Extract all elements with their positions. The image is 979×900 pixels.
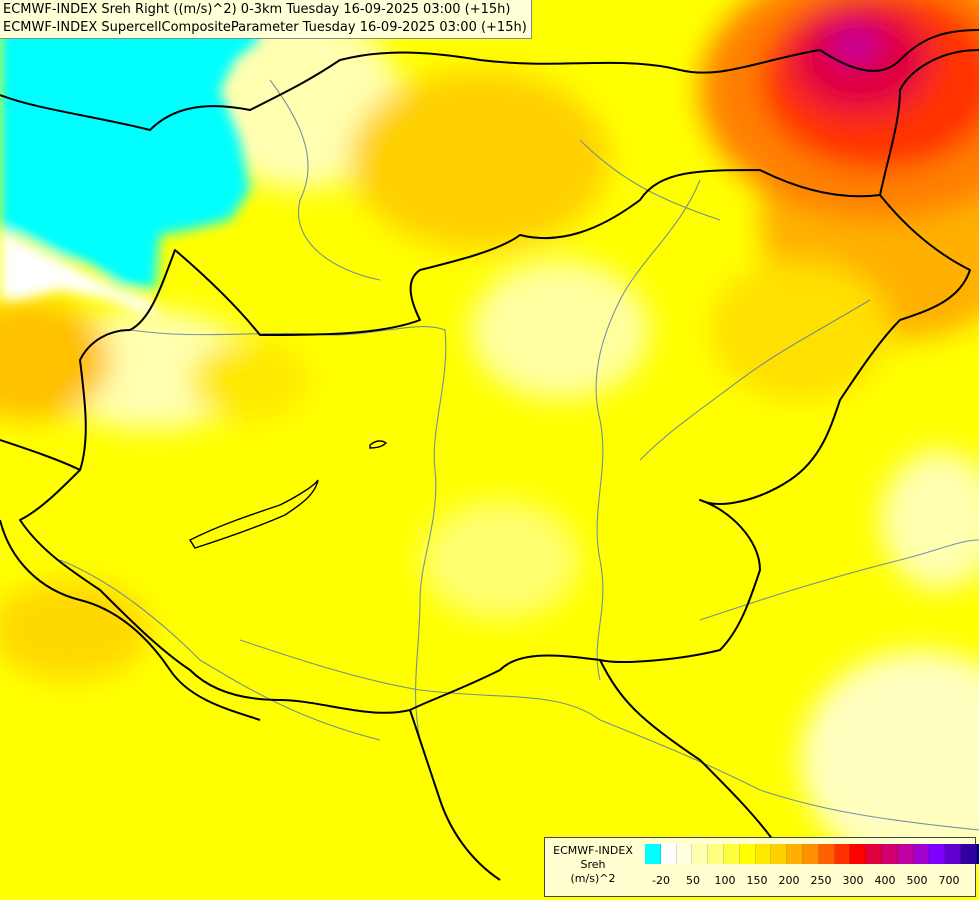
legend-swatch: [645, 844, 661, 864]
river-danube: [129, 326, 447, 741]
legend-tick-label: 100: [714, 874, 736, 887]
border-ukraine: [879, 49, 979, 196]
title-line-2: ECMWF-INDEX SupercellCompositeParameter …: [3, 20, 527, 35]
legend-swatch: [692, 844, 709, 864]
river-northeast: [579, 139, 721, 221]
legend-swatch: [660, 844, 677, 864]
legend-ticks: -20 50 100 150 200 250 300 400 500 700: [645, 874, 965, 890]
legend-swatch: [945, 844, 961, 864]
legend-swatch: [787, 844, 803, 864]
legend-swatch: [802, 844, 819, 864]
legend-tick-label: 50: [686, 874, 700, 887]
pale-area-south: [420, 500, 580, 620]
legend-swatch: [818, 844, 835, 864]
legend-swatch: [960, 844, 977, 864]
river-southeast: [699, 539, 979, 621]
river-south-2: [599, 719, 979, 831]
legend-swatch: [913, 844, 930, 864]
border-west: [0, 439, 81, 471]
title-line-1: ECMWF-INDEX Sreh Right ((m/s)^2) 0-3km T…: [3, 2, 511, 17]
legend-tick-label: 300: [842, 874, 864, 887]
legend-swatch: [976, 844, 979, 864]
legend-swatches: [645, 844, 979, 864]
lake-balaton: [188, 479, 319, 549]
lakes: [188, 440, 388, 549]
legend-swatch: [834, 844, 851, 864]
legend-swatch: [850, 844, 867, 864]
legend-tick-label: 200: [778, 874, 800, 887]
legend-swatch: [866, 844, 882, 864]
pale-area-center: [470, 260, 650, 400]
pale-area-southeast: [800, 650, 979, 870]
legend-units: (m/s)^2: [570, 872, 616, 885]
legend-swatch: [929, 844, 946, 864]
river-south: [239, 639, 601, 721]
pale-area-north: [200, 10, 400, 190]
legend-tick-label: 250: [810, 874, 832, 887]
low-helicity-gap: [0, 230, 160, 320]
legend-swatch: [739, 844, 756, 864]
legend-tick-label: 700: [938, 874, 960, 887]
border-east: [819, 29, 979, 72]
low-helicity-region: [0, 0, 260, 290]
warm-area-southwest: [0, 580, 150, 680]
lake-small: [369, 440, 388, 449]
border-south-2: [599, 659, 781, 851]
warm-area-north: [350, 70, 610, 250]
border-hungary: [19, 169, 971, 714]
border-south-1: [409, 709, 501, 881]
legend-title: ECMWF-INDEX Sreh (m/s)^2: [547, 844, 639, 886]
rivers: [59, 79, 979, 831]
country-borders: [0, 29, 979, 881]
legend-swatch: [881, 844, 898, 864]
legend-swatch: [755, 844, 772, 864]
legend-swatch: [708, 844, 724, 864]
map-title-box: ECMWF-INDEX Sreh Right ((m/s)^2) 0-3km T…: [0, 0, 532, 39]
color-legend: ECMWF-INDEX Sreh (m/s)^2 -20 50 100 150 200 2…: [544, 837, 979, 897]
hot-zone-core: [830, 27, 880, 63]
legend-swatch: [771, 844, 788, 864]
helicity-field: [0, 0, 979, 870]
warm-area-east: [710, 260, 890, 400]
border-southwest: [0, 519, 261, 721]
legend-swatch: [897, 844, 914, 864]
legend-parameter: Sreh: [580, 858, 606, 871]
river-north: [269, 79, 381, 281]
river-tisza: [595, 179, 701, 681]
legend-tick-label: -20: [652, 874, 670, 887]
legend-swatch: [676, 844, 693, 864]
border-north: [0, 49, 821, 131]
legend-tick-label: 150: [746, 874, 768, 887]
legend-tick-label: 500: [906, 874, 928, 887]
river-west: [59, 559, 381, 741]
legend-source: ECMWF-INDEX: [553, 844, 633, 857]
legend-tick-label: 400: [874, 874, 896, 887]
pale-area-east: [880, 450, 979, 590]
river-east-1: [639, 299, 871, 461]
legend-swatch: [723, 844, 740, 864]
warm-area-center: [190, 340, 310, 420]
